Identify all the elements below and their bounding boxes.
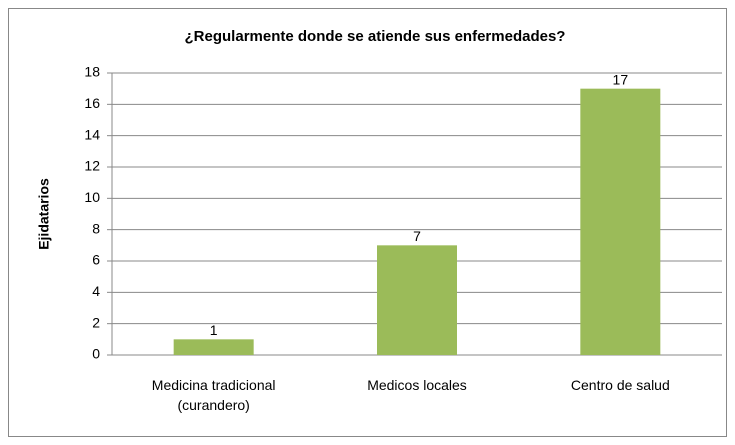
y-tick-label: 0 xyxy=(92,346,100,362)
y-tick-label: 12 xyxy=(84,158,100,174)
y-tick-label: 8 xyxy=(92,220,100,236)
y-axis-label: Ejidatarios xyxy=(36,178,52,250)
y-tick-label: 2 xyxy=(92,314,100,330)
y-tick-label: 16 xyxy=(84,95,100,111)
bar xyxy=(173,339,254,355)
data-label: 1 xyxy=(210,322,218,338)
y-tick-label: 4 xyxy=(92,283,100,299)
y-tick-label: 10 xyxy=(84,189,100,205)
data-label: 7 xyxy=(413,228,421,244)
bar xyxy=(580,88,661,356)
bar xyxy=(377,245,457,355)
data-label: 17 xyxy=(613,71,629,87)
x-tick-label: Centro de salud xyxy=(570,377,670,393)
chart-title: ¿Regularmente donde se atiende sus enfer… xyxy=(185,28,566,45)
y-tick-label: 14 xyxy=(84,126,100,142)
x-tick-label: Medicos locales xyxy=(367,377,467,393)
y-tick-label: 6 xyxy=(92,252,100,268)
x-tick-label: Medicina tradicional (curandero) xyxy=(151,377,276,413)
y-tick-label: 18 xyxy=(84,64,100,80)
